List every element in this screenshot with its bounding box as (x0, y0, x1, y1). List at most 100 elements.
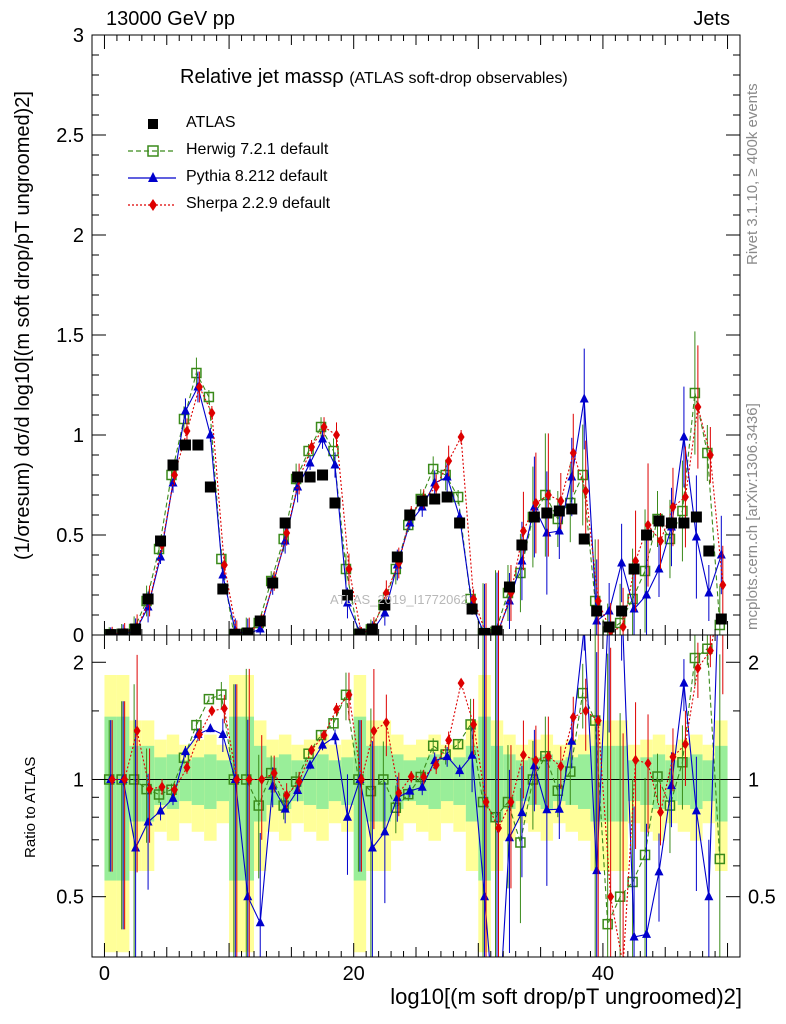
sherpa-point (582, 485, 590, 497)
sherpa-ratio-point (656, 806, 664, 818)
main-y-tick-label: 3 (73, 25, 84, 47)
sherpa-point (644, 519, 652, 531)
ratio-band-stat (715, 745, 728, 822)
herwig-ratio-point (639, 849, 651, 861)
ratio-band-stat (204, 754, 217, 809)
herwig-point (203, 391, 215, 403)
pythia-ratio-point (666, 780, 676, 790)
sherpa-ratio-point (133, 725, 141, 737)
herwig-point (427, 463, 439, 475)
herwig-point (664, 533, 676, 545)
pythia-point (405, 517, 415, 527)
sherpa-point (519, 525, 527, 537)
ratio-band-stat (166, 754, 180, 809)
legend-marker-atlas (148, 119, 158, 129)
atlas-point (117, 628, 129, 635)
sherpa-ratio-point (644, 757, 652, 769)
pythia-ratio-point (218, 729, 228, 739)
sherpa-ratio-point (445, 734, 453, 746)
sherpa-ratio-point (620, 960, 627, 971)
sherpa-point (195, 381, 203, 393)
sherpa-point (694, 401, 702, 413)
sherpa-ratio-point (519, 749, 527, 761)
atlas-point (155, 535, 167, 547)
pythia-ratio-point (417, 781, 427, 791)
legend-label-pythia: Pythia 8.212 default (186, 168, 328, 185)
herwig-ratio-point (191, 719, 202, 731)
herwig-ratio-point (365, 785, 377, 797)
ratio-panel-marks (92, 502, 740, 971)
sherpa-ratio-point (146, 783, 154, 795)
atlas-point (516, 539, 528, 551)
pythia-ratio-point (156, 805, 166, 815)
y-axis-label: (1/σresum) dσ/d log10[(m soft drop/pT un… (12, 91, 34, 560)
pythia-ratio-point (717, 502, 726, 511)
sherpa-point (220, 559, 228, 571)
main-y-tick-label: 2 (73, 225, 84, 247)
herwig-ratio-point (714, 853, 726, 865)
sherpa-point (706, 449, 714, 461)
atlas-point (179, 439, 191, 451)
herwig-point (191, 367, 202, 379)
sherpa-ratio-point (395, 787, 403, 799)
atlas-point (591, 605, 603, 617)
sherpa-point (208, 407, 216, 419)
header-process: Jets (693, 8, 730, 30)
sherpa-ratio-point (370, 725, 378, 737)
sherpa-ratio-point (283, 789, 291, 801)
pythia-ratio-point (380, 826, 390, 836)
pythia-point (342, 597, 352, 607)
pythia-ratio-point (205, 723, 215, 733)
sherpa-ratio-point (457, 677, 465, 689)
pythia-ratio-point (305, 759, 315, 769)
ratio-band-stat (440, 760, 454, 802)
pythia-ratio-point (131, 842, 141, 852)
sherpa-point (719, 579, 727, 591)
atlas-point (603, 621, 615, 633)
sherpa-ratio-point (208, 705, 216, 717)
sherpa-ratio-point (183, 761, 191, 773)
main-y-tick-label: 0.5 (56, 525, 84, 547)
herwig-ratio-point (602, 918, 613, 930)
sherpa-ratio-point (632, 754, 640, 766)
atlas-point (616, 605, 628, 617)
pythia-point (542, 527, 552, 537)
atlas-point (715, 613, 727, 625)
herwig-ratio-point (216, 689, 227, 700)
atlas-point (366, 623, 378, 635)
sherpa-ratio-point (345, 689, 353, 701)
atlas-point (292, 471, 304, 483)
sherpa-ratio-point (220, 702, 228, 714)
pythia-point (579, 393, 589, 403)
legend-marker-pythia (148, 172, 158, 182)
herwig-point (515, 567, 526, 579)
atlas-point (329, 497, 341, 509)
atlas-point (665, 517, 677, 529)
pythia-ratio-point (168, 792, 178, 802)
sherpa-ratio-point (432, 759, 440, 771)
ratio-y-axis-label: Ratio to ATLAS (22, 756, 39, 858)
legend-label-atlas: ATLAS (186, 114, 236, 131)
sherpa-point (183, 425, 191, 437)
sherpa-point (532, 497, 540, 509)
sherpa-ratio-point (195, 728, 203, 740)
pythia-point (330, 459, 340, 469)
pythia-point (442, 471, 452, 481)
sherpa-ratio-point (706, 645, 714, 657)
pythia-ratio-point (405, 785, 415, 795)
pythia-point (642, 589, 652, 599)
herwig-ratio-point (253, 800, 264, 811)
sherpa-point (345, 563, 353, 575)
sherpa-point (445, 455, 453, 467)
herwig-ratio-point (153, 789, 165, 800)
ratio-band-stat (677, 757, 691, 805)
pythia-main-line (110, 385, 722, 635)
pythia-point (504, 595, 514, 605)
pythia-point (617, 557, 627, 567)
sherpa-ratio-point (544, 750, 552, 762)
sherpa-point (308, 441, 316, 453)
atlas-point (229, 628, 241, 635)
atlas-point (317, 469, 329, 481)
atlas-point (678, 517, 690, 529)
sherpa-ratio-point (569, 711, 577, 723)
